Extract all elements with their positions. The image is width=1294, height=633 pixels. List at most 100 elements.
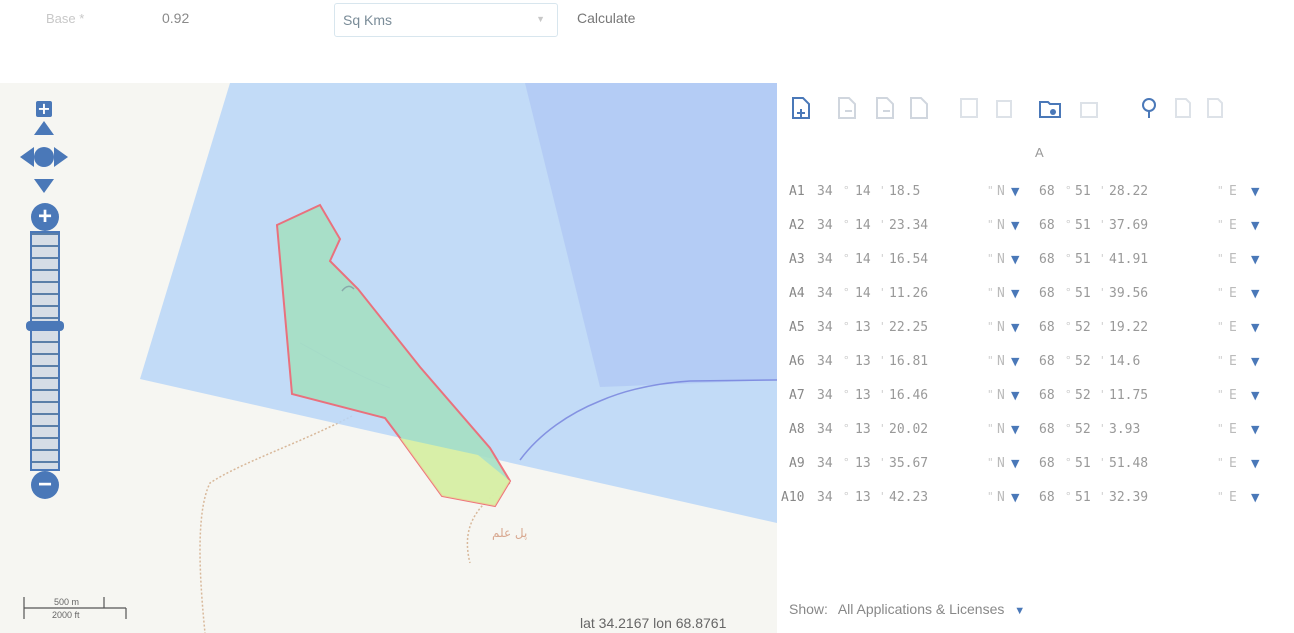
lat-degrees[interactable]: 34	[817, 286, 833, 301]
lon-minutes[interactable]: 52	[1075, 320, 1091, 335]
lat-seconds[interactable]: 22.25	[889, 320, 929, 335]
lon-seconds[interactable]: 11.75	[1109, 388, 1149, 403]
lon-minutes[interactable]: 51	[1075, 218, 1091, 233]
chevron-down-icon[interactable]: ▼	[1251, 423, 1260, 436]
lat-direction[interactable]: N	[997, 354, 1005, 369]
lat-direction[interactable]: N	[997, 286, 1005, 301]
lat-seconds[interactable]: 16.81	[889, 354, 929, 369]
chevron-down-icon[interactable]: ▼	[1251, 321, 1260, 334]
lat-minutes[interactable]: 14	[855, 218, 871, 233]
chevron-down-icon[interactable]: ▼	[1251, 219, 1260, 232]
chevron-down-icon[interactable]: ▼	[1251, 287, 1260, 300]
chevron-down-icon[interactable]: ▼	[1014, 605, 1026, 617]
new-file-icon[interactable]	[789, 95, 813, 121]
chevron-down-icon[interactable]: ▼	[1251, 389, 1260, 402]
chevron-down-icon[interactable]: ▼	[1011, 355, 1020, 368]
lon-minutes[interactable]: 52	[1075, 388, 1091, 403]
chevron-down-icon[interactable]: ▼	[1251, 457, 1260, 470]
chevron-down-icon[interactable]: ▼	[1011, 423, 1020, 436]
lat-degrees[interactable]: 34	[817, 456, 833, 471]
lon-direction[interactable]: E	[1229, 456, 1237, 471]
chevron-down-icon[interactable]: ▼	[1011, 185, 1020, 198]
lon-direction[interactable]: E	[1229, 354, 1237, 369]
file-export-icon[interactable]	[873, 95, 897, 121]
lon-minutes[interactable]: 51	[1075, 286, 1091, 301]
lon-degrees[interactable]: 68	[1039, 320, 1055, 335]
lat-direction[interactable]: N	[997, 490, 1005, 505]
show-filter-value[interactable]: All Applications & Licenses	[837, 601, 1005, 617]
lat-degrees[interactable]: 34	[817, 388, 833, 403]
folder-open-icon[interactable]	[1038, 95, 1062, 121]
lat-degrees[interactable]: 34	[817, 320, 833, 335]
lat-direction[interactable]: N	[997, 218, 1005, 233]
lat-direction[interactable]: N	[997, 422, 1005, 437]
lon-direction[interactable]: E	[1229, 422, 1237, 437]
lat-minutes[interactable]: 13	[855, 320, 871, 335]
lat-minutes[interactable]: 13	[855, 422, 871, 437]
lat-degrees[interactable]: 34	[817, 218, 833, 233]
lat-degrees[interactable]: 34	[817, 490, 833, 505]
chevron-down-icon[interactable]: ▼	[1011, 219, 1020, 232]
lat-seconds[interactable]: 42.23	[889, 490, 929, 505]
file-copy-icon[interactable]	[1171, 95, 1195, 121]
lon-minutes[interactable]: 51	[1075, 184, 1091, 199]
save-icon[interactable]	[957, 95, 981, 121]
lat-seconds[interactable]: 16.46	[889, 388, 929, 403]
chevron-down-icon[interactable]: ▼	[1251, 253, 1260, 266]
lon-direction[interactable]: E	[1229, 286, 1237, 301]
lon-degrees[interactable]: 68	[1039, 252, 1055, 267]
calculate-button[interactable]: Calculate	[577, 10, 636, 26]
lat-seconds[interactable]: 18.5	[889, 184, 921, 199]
lat-seconds[interactable]: 20.02	[889, 422, 929, 437]
lat-degrees[interactable]: 34	[817, 354, 833, 369]
lon-seconds[interactable]: 19.22	[1109, 320, 1149, 335]
lat-minutes[interactable]: 13	[855, 456, 871, 471]
lat-direction[interactable]: N	[997, 456, 1005, 471]
zoom-control[interactable]: + −	[26, 203, 64, 499]
lon-minutes[interactable]: 52	[1075, 422, 1091, 437]
lat-minutes[interactable]: 13	[855, 354, 871, 369]
lat-seconds[interactable]: 35.67	[889, 456, 929, 471]
lat-direction[interactable]: N	[997, 388, 1005, 403]
lon-seconds[interactable]: 51.48	[1109, 456, 1149, 471]
lon-seconds[interactable]: 41.91	[1109, 252, 1149, 267]
lat-degrees[interactable]: 34	[817, 422, 833, 437]
lat-minutes[interactable]: 14	[855, 252, 871, 267]
lat-minutes[interactable]: 14	[855, 184, 871, 199]
pan-control[interactable]: +	[18, 99, 70, 199]
lat-seconds[interactable]: 16.54	[889, 252, 929, 267]
lon-degrees[interactable]: 68	[1039, 354, 1055, 369]
delete-icon[interactable]	[992, 95, 1016, 121]
lon-degrees[interactable]: 68	[1039, 388, 1055, 403]
lat-degrees[interactable]: 34	[817, 252, 833, 267]
lon-degrees[interactable]: 68	[1039, 184, 1055, 199]
chevron-down-icon[interactable]: ▼	[1011, 389, 1020, 402]
chevron-down-icon[interactable]: ▼	[1251, 491, 1260, 504]
lon-seconds[interactable]: 3.93	[1109, 422, 1141, 437]
lat-seconds[interactable]: 11.26	[889, 286, 929, 301]
chevron-down-icon[interactable]: ▼	[1251, 355, 1260, 368]
map-view[interactable]: پل علم + + − 500 m 2000 ft lat 34.2167 l…	[0, 83, 777, 633]
chevron-down-icon[interactable]: ▼	[1011, 253, 1020, 266]
zoom-bar[interactable]	[30, 231, 60, 471]
lon-seconds[interactable]: 39.56	[1109, 286, 1149, 301]
lon-minutes[interactable]: 51	[1075, 490, 1091, 505]
lon-degrees[interactable]: 68	[1039, 490, 1055, 505]
lat-minutes[interactable]: 14	[855, 286, 871, 301]
chevron-down-icon[interactable]: ▼	[1011, 321, 1020, 334]
unit-select[interactable]: Sq Kms ▼	[334, 3, 558, 37]
file-icon[interactable]	[907, 95, 931, 121]
lon-seconds[interactable]: 32.39	[1109, 490, 1149, 505]
lon-minutes[interactable]: 51	[1075, 456, 1091, 471]
lon-direction[interactable]: E	[1229, 388, 1237, 403]
lon-seconds[interactable]: 37.69	[1109, 218, 1149, 233]
chevron-down-icon[interactable]: ▼	[1011, 491, 1020, 504]
lat-direction[interactable]: N	[997, 320, 1005, 335]
lon-degrees[interactable]: 68	[1039, 456, 1055, 471]
lon-direction[interactable]: E	[1229, 490, 1237, 505]
lon-direction[interactable]: E	[1229, 218, 1237, 233]
file-import-icon[interactable]	[835, 95, 859, 121]
lat-minutes[interactable]: 13	[855, 388, 871, 403]
lat-degrees[interactable]: 34	[817, 184, 833, 199]
lat-direction[interactable]: N	[997, 252, 1005, 267]
